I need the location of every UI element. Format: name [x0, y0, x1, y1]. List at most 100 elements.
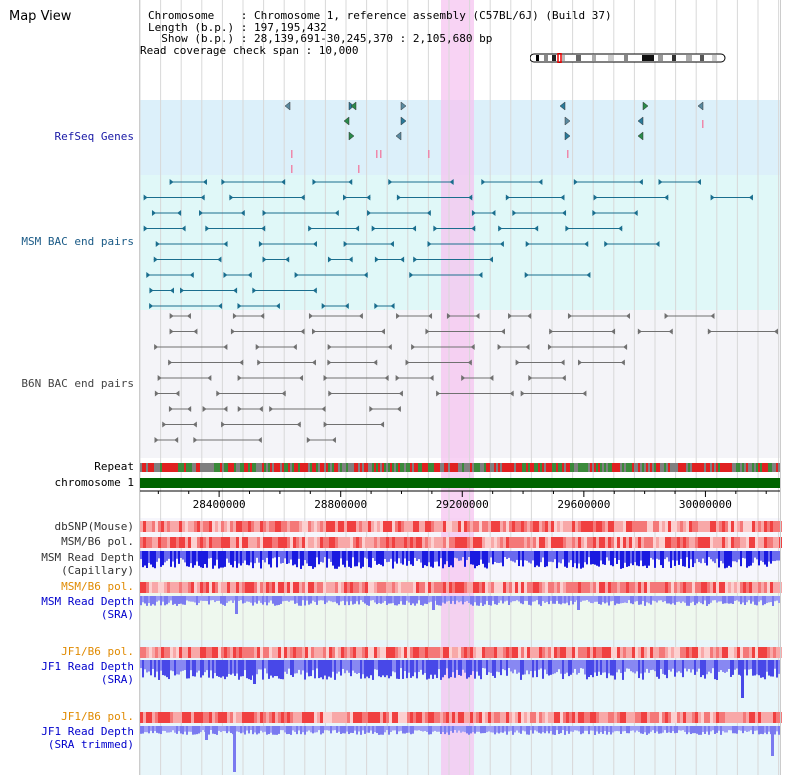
dbsnp-density [395, 521, 398, 532]
jf1-b6-pol [704, 647, 707, 658]
msm-depth-sra [582, 596, 584, 601]
dbsnp-density [524, 521, 527, 532]
jf1-depth-sra [684, 660, 686, 669]
jf1-depth-sra [296, 660, 298, 674]
msm-depth-sra [496, 596, 498, 605]
track-label-repeat[interactable]: Repeat [94, 460, 134, 473]
b6n-bac-pair-end [475, 313, 480, 319]
vertical-grid-lines [140, 0, 780, 775]
jf1-b6-pol [515, 647, 518, 658]
repeat-element [680, 463, 682, 472]
dbsnp-density [671, 521, 674, 532]
track-label-jf1-b6-pol-1[interactable]: JF1/B6 pol. [61, 645, 134, 658]
jf1-b6-pol [497, 712, 500, 723]
msm-depth-capillary [534, 551, 536, 568]
msm-depth-sra [360, 596, 362, 601]
jf1-depth-trim [668, 726, 670, 733]
jf1-b6-pol [449, 647, 452, 658]
msm-b6-pol [170, 537, 173, 548]
msm-depth-sra [210, 596, 212, 601]
jf1-depth-sra [454, 660, 456, 678]
b6n-bac-pair-end [527, 313, 532, 319]
msm-b6-pol [707, 537, 710, 548]
msm-b6-pol [680, 582, 683, 593]
jf1-depth-sra [738, 660, 740, 675]
msm-b6-pol [302, 537, 305, 548]
msm-b6-pol [356, 537, 359, 548]
jf1-depth-sra [622, 660, 624, 680]
msm-bac-pair-end [488, 256, 493, 263]
repeat-element [318, 463, 320, 472]
msm-bac-pair-end [389, 241, 394, 247]
msm-depth-sra [226, 596, 228, 603]
track-label-dbsnp[interactable]: dbSNP(Mouse) [54, 520, 134, 533]
msm-bac-pair-end [592, 210, 597, 216]
track-label-msm-depth-sra-1[interactable]: MSM Read Depth [41, 595, 134, 608]
refseq-gene [564, 131, 571, 141]
msm-b6-pol [434, 582, 437, 593]
msm-depth-capillary [266, 551, 268, 558]
repeat-element [302, 463, 304, 472]
repeat-element [156, 463, 158, 472]
msm-depth-sra [594, 596, 596, 602]
msm-b6-pol [338, 582, 341, 593]
jf1-b6-pol [185, 712, 188, 723]
jf1-b6-pol [344, 712, 347, 723]
msm-depth-sra [416, 596, 418, 604]
msm-depth-sra [390, 596, 392, 604]
track-label-b6n-bac[interactable]: B6N BAC end pairs [21, 377, 134, 390]
jf1-depth-sra [536, 660, 538, 678]
jf1-depth-trim [498, 726, 500, 734]
chromosome-ideogram[interactable] [530, 53, 726, 63]
track-label-msm-b6-pol-1[interactable]: MSM/B6 pol. [61, 535, 134, 548]
b6n-bac-pair-end [193, 328, 198, 335]
jf1-depth-trim [146, 726, 148, 733]
msm-depth-sra [152, 596, 154, 605]
track-label-msm-b6-pol-2[interactable]: MSM/B6 pol. [61, 580, 134, 593]
jf1-b6-pol [548, 647, 551, 658]
repeat-element [384, 463, 386, 472]
msm-bac-pair-end [374, 256, 379, 263]
jf1-b6-pol [656, 712, 659, 723]
jf1-depth-trim [228, 726, 230, 732]
b6n-bac-pair-end [327, 344, 332, 350]
track-label-chromosome[interactable]: chromosome 1 [54, 476, 134, 489]
jf1-depth-sra [386, 660, 388, 676]
track-label-jf1-b6-pol-2[interactable]: JF1/B6 pol. [61, 710, 134, 723]
repeat-element [516, 463, 518, 472]
msm-depth-capillary [610, 551, 612, 566]
repeat-element [356, 463, 358, 472]
dbsnp-density [635, 521, 638, 532]
msm-b6-pol [638, 582, 641, 593]
jf1-b6-pol [398, 647, 401, 658]
msm-depth-sra [750, 596, 752, 604]
jf1-depth-trim [254, 726, 256, 733]
jf1-depth-sra [764, 660, 766, 680]
msm-bac-pair-end [217, 256, 222, 263]
jf1-depth-trim [624, 726, 626, 732]
jf1-depth-sra [388, 660, 390, 679]
track-label-jf1-depth-sra-1[interactable]: JF1 Read Depth [41, 660, 134, 673]
track-label-msm-depth-capillary-1[interactable]: MSM Read Depth [41, 551, 134, 564]
msm-b6-pol [641, 537, 644, 548]
track-label-msm-bac[interactable]: MSM BAC end pairs [21, 235, 134, 248]
msm-depth-sra [558, 596, 560, 604]
jf1-depth-sra [596, 660, 598, 676]
jf1-depth-sra [190, 660, 192, 671]
dbsnp-density [623, 521, 626, 532]
dbsnp-density [686, 521, 689, 532]
track-label-refseq[interactable]: RefSeq Genes [54, 130, 134, 143]
jf1-b6-pol [155, 647, 158, 658]
axis-tick-label: 30000000 [678, 498, 732, 511]
track-label-jf1-depth-trim-1[interactable]: JF1 Read Depth [41, 725, 134, 738]
jf1-b6-pol [593, 647, 596, 658]
jf1-b6-pol [170, 712, 173, 723]
jf1-depth-trim [198, 726, 200, 734]
selection-highlight[interactable] [440, 0, 475, 775]
msm-depth-capillary [686, 551, 688, 558]
jf1-depth-sra [218, 660, 220, 677]
msm-depth-sra [200, 596, 202, 601]
jf1-depth-sra [232, 660, 234, 674]
msm-bac-pair-end [586, 272, 591, 278]
